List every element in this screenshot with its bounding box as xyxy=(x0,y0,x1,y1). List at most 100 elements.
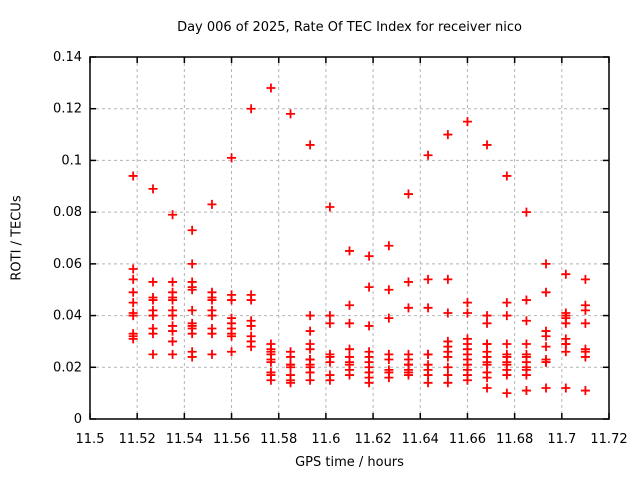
y-tick-label: 0.04 xyxy=(53,309,82,324)
data-point-marker xyxy=(227,153,237,163)
data-point-marker xyxy=(462,375,472,385)
data-point-marker xyxy=(384,373,394,383)
data-point-marker xyxy=(148,311,158,321)
x-tick-label: 11.68 xyxy=(496,432,533,447)
data-point-marker xyxy=(423,349,433,359)
data-point-marker xyxy=(462,308,472,318)
data-point-marker xyxy=(561,269,571,279)
data-point-marker xyxy=(148,184,158,194)
data-point-marker xyxy=(325,202,335,212)
data-point-marker xyxy=(443,130,453,140)
data-point-marker xyxy=(403,370,413,380)
data-point-marker xyxy=(580,274,590,284)
data-point-marker xyxy=(580,318,590,328)
data-point-marker xyxy=(148,277,158,287)
data-point-marker xyxy=(541,342,551,352)
data-point-marker xyxy=(128,311,138,321)
plot-border xyxy=(89,56,610,420)
data-point-marker xyxy=(384,285,394,295)
data-point-marker xyxy=(345,246,354,256)
data-point-marker xyxy=(580,386,590,396)
data-point-marker xyxy=(345,318,354,328)
data-point-marker xyxy=(502,311,512,321)
data-point-marker xyxy=(502,339,512,349)
data-point-marker xyxy=(286,352,296,362)
y-tick-label: 0.06 xyxy=(53,257,82,272)
data-point-marker xyxy=(384,355,394,365)
data-point-marker xyxy=(423,274,433,284)
data-point-marker xyxy=(521,386,531,396)
x-tick-label: 11.58 xyxy=(260,432,297,447)
data-point-marker xyxy=(541,287,551,297)
data-point-marker xyxy=(128,334,138,344)
y-tick-label: 0.14 xyxy=(53,50,82,65)
data-point-marker xyxy=(305,140,315,150)
data-point-marker xyxy=(168,326,178,336)
data-point-marker xyxy=(148,295,158,305)
data-point-marker xyxy=(128,264,138,274)
data-point-marker xyxy=(521,370,531,380)
data-point-marker xyxy=(443,362,453,372)
data-point-marker xyxy=(364,378,374,388)
data-point-marker xyxy=(187,259,197,269)
data-point-marker xyxy=(325,357,335,367)
data-point-marker xyxy=(423,370,433,380)
data-point-marker xyxy=(521,207,531,217)
data-point-marker xyxy=(521,295,531,305)
data-point-marker xyxy=(128,274,138,284)
data-point-marker xyxy=(266,83,276,93)
data-point-marker xyxy=(246,342,256,352)
data-point-marker xyxy=(286,362,296,372)
data-point-marker xyxy=(207,349,217,359)
y-tick-label: 0.12 xyxy=(53,102,82,117)
data-point-marker xyxy=(443,274,453,284)
data-point-marker xyxy=(443,308,453,318)
x-tick-label: 11.54 xyxy=(166,432,203,447)
data-point-marker xyxy=(482,140,492,150)
data-point-marker xyxy=(187,225,197,235)
data-point-marker xyxy=(502,298,512,308)
x-axis-title: GPS time / hours xyxy=(295,455,404,470)
y-tick-label: 0.02 xyxy=(53,360,82,375)
data-point-marker xyxy=(345,300,354,310)
x-tick-label: 11.66 xyxy=(449,432,486,447)
data-point-marker xyxy=(325,375,335,385)
data-point-marker xyxy=(325,311,335,321)
data-point-marker xyxy=(384,241,394,251)
data-point-marker xyxy=(305,311,315,321)
data-point-marker xyxy=(207,199,217,209)
data-point-marker xyxy=(168,277,178,287)
x-tick-label: 11.72 xyxy=(590,432,627,447)
data-point-marker xyxy=(443,370,453,380)
data-point-marker xyxy=(305,375,315,385)
data-point-marker xyxy=(305,344,315,354)
data-point-marker xyxy=(482,311,492,321)
y-tick-label: 0 xyxy=(74,412,82,427)
data-point-marker xyxy=(403,303,413,313)
data-point-marker xyxy=(364,251,374,261)
data-point-marker xyxy=(227,331,237,341)
x-tick-label: 11.64 xyxy=(402,432,439,447)
data-point-marker xyxy=(227,347,237,357)
data-point-marker xyxy=(384,313,394,323)
data-point-marker xyxy=(541,331,551,341)
data-point-marker xyxy=(246,321,256,331)
chart-title: Day 006 of 2025, Rate Of TEC Index for r… xyxy=(177,20,522,35)
data-point-marker xyxy=(345,370,354,380)
x-tick-label: 11.6 xyxy=(311,432,340,447)
x-tick-label: 11.7 xyxy=(547,432,576,447)
data-point-marker xyxy=(187,305,197,315)
data-point-marker xyxy=(286,378,296,388)
data-point-marker xyxy=(128,171,138,181)
data-point-marker xyxy=(246,104,256,114)
data-point-marker xyxy=(502,370,512,380)
data-point-marker xyxy=(128,298,138,308)
data-point-marker xyxy=(482,360,492,370)
data-point-marker xyxy=(187,352,197,362)
data-point-marker xyxy=(364,282,374,292)
data-point-marker xyxy=(482,318,492,328)
data-point-marker xyxy=(502,388,512,398)
data-point-marker xyxy=(246,295,256,305)
data-point-marker xyxy=(168,311,178,321)
x-tick-label: 11.62 xyxy=(354,432,391,447)
